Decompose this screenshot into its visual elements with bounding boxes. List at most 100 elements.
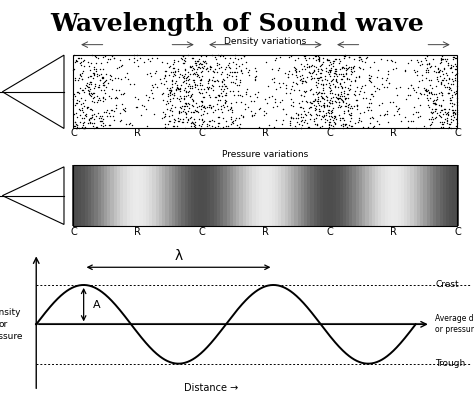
Point xyxy=(150,111,157,117)
Point xyxy=(449,78,457,85)
Point xyxy=(87,115,95,122)
Point xyxy=(163,98,171,104)
Point xyxy=(145,93,152,100)
Point xyxy=(376,112,383,119)
Point xyxy=(425,90,432,96)
Point xyxy=(315,55,323,61)
Point xyxy=(420,91,428,97)
Point xyxy=(223,102,231,109)
Point xyxy=(80,89,87,95)
Point xyxy=(109,52,116,59)
Point xyxy=(74,55,82,61)
Point xyxy=(201,105,209,112)
Point xyxy=(169,91,176,97)
Point xyxy=(144,71,151,77)
Point xyxy=(180,103,188,109)
Point xyxy=(163,125,171,131)
Point xyxy=(444,117,451,124)
Point xyxy=(300,53,308,59)
Point xyxy=(236,125,244,131)
Point xyxy=(255,124,263,130)
Point xyxy=(340,108,347,114)
Point xyxy=(200,93,208,100)
Point xyxy=(93,123,100,130)
Point xyxy=(407,82,415,89)
Bar xyxy=(123,165,127,226)
Bar xyxy=(369,165,372,226)
Point xyxy=(70,123,78,129)
Point xyxy=(166,98,174,104)
Point xyxy=(182,87,190,94)
Point xyxy=(348,104,356,111)
Point xyxy=(346,85,354,92)
Point xyxy=(342,103,349,109)
Point xyxy=(318,81,325,87)
Point xyxy=(301,78,309,85)
Point xyxy=(333,70,340,77)
Point xyxy=(439,124,447,131)
Point xyxy=(185,81,192,87)
Point xyxy=(301,117,309,123)
Point xyxy=(428,120,435,127)
Bar xyxy=(220,165,224,226)
Point xyxy=(250,112,258,118)
Point xyxy=(443,115,451,122)
Point xyxy=(394,106,401,112)
Point xyxy=(89,112,96,118)
Point xyxy=(239,113,246,120)
Point xyxy=(198,123,205,130)
Point xyxy=(350,62,358,69)
Point xyxy=(167,88,175,94)
Point xyxy=(427,115,435,122)
Point xyxy=(297,104,304,110)
Bar xyxy=(349,165,353,226)
Point xyxy=(176,86,184,92)
Point xyxy=(294,111,302,117)
Point xyxy=(190,79,198,85)
Point xyxy=(311,121,319,127)
Point xyxy=(301,88,308,94)
Point xyxy=(120,107,128,113)
Point xyxy=(219,115,227,121)
Text: Distance →: Distance → xyxy=(183,383,238,393)
Point xyxy=(425,88,433,95)
Point xyxy=(301,89,309,95)
Point xyxy=(209,87,217,93)
Point xyxy=(99,98,107,104)
Point xyxy=(77,71,84,77)
Point xyxy=(186,94,194,100)
Point xyxy=(340,115,347,121)
Point xyxy=(166,90,174,96)
Point xyxy=(153,68,160,75)
Point xyxy=(282,84,290,91)
Point xyxy=(215,106,222,112)
Point xyxy=(89,75,97,82)
Point xyxy=(365,77,373,83)
Bar xyxy=(88,165,91,226)
Point xyxy=(203,120,210,127)
Point xyxy=(196,61,203,67)
Point xyxy=(179,103,186,109)
Point xyxy=(331,120,338,127)
Bar xyxy=(188,165,191,226)
Point xyxy=(404,92,412,98)
Point xyxy=(183,102,191,109)
Point xyxy=(334,96,342,102)
Point xyxy=(271,79,278,85)
Point xyxy=(328,121,335,128)
Point xyxy=(345,101,353,108)
Point xyxy=(236,79,244,85)
Point xyxy=(271,124,278,130)
Point xyxy=(90,66,98,72)
Point xyxy=(243,65,250,72)
Point xyxy=(208,64,215,71)
Point xyxy=(194,86,202,92)
Point xyxy=(298,114,305,120)
Point xyxy=(442,83,449,90)
Point xyxy=(251,65,259,71)
Point xyxy=(110,108,118,114)
Point xyxy=(332,77,339,83)
Point xyxy=(85,87,93,94)
Point xyxy=(356,87,364,94)
Point xyxy=(410,87,418,93)
